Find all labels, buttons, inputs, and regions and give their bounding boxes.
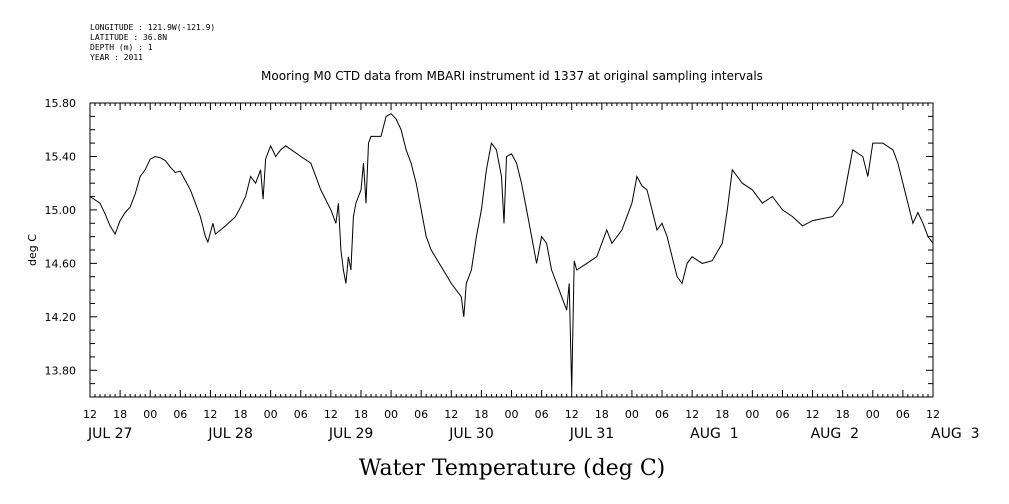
x-hour-label: 12 xyxy=(685,408,699,421)
y-tick-label: 15.00 xyxy=(45,204,77,217)
x-hour-label: 18 xyxy=(113,408,127,421)
x-hour-label: 12 xyxy=(203,408,217,421)
x-hour-label: 06 xyxy=(173,408,187,421)
x-date-label: JUL 31 xyxy=(569,426,614,442)
y-tick-label: 13.80 xyxy=(45,364,77,377)
x-hour-label: 18 xyxy=(715,408,729,421)
y-tick-label: 15.80 xyxy=(45,97,77,110)
x-hour-label: 06 xyxy=(775,408,789,421)
latitude-label: LATITUDE : 36.8N xyxy=(90,33,167,42)
depth-label: DEPTH (m) : 1 xyxy=(90,43,153,52)
x-hour-label: 00 xyxy=(745,408,759,421)
x-hour-label: 12 xyxy=(806,408,820,421)
y-axis-label: deg C xyxy=(26,234,39,266)
x-hour-label: 06 xyxy=(294,408,308,421)
metadata-block: LONGITUDE : 121.9W(-121.9) LATITUDE : 36… xyxy=(90,23,215,62)
x-hour-label: 00 xyxy=(625,408,639,421)
x-date-label: JUL 29 xyxy=(328,426,373,442)
x-hour-label: 00 xyxy=(384,408,398,421)
y-tick-label: 15.40 xyxy=(45,150,77,163)
year-label: YEAR : 2011 xyxy=(90,53,143,62)
x-hour-label: 18 xyxy=(595,408,609,421)
x-hour-label: 12 xyxy=(926,408,940,421)
x-hour-label: 12 xyxy=(444,408,458,421)
longitude-label: LONGITUDE : 121.9W(-121.9) xyxy=(90,23,215,32)
x-axis-label: Water Temperature (deg C) xyxy=(359,456,666,481)
x-date-label: AUG 1 xyxy=(690,426,738,442)
x-hour-label: 00 xyxy=(505,408,519,421)
x-hour-label: 12 xyxy=(324,408,338,421)
x-date-label: JUL 27 xyxy=(87,426,132,442)
x-hour-label: 12 xyxy=(83,408,97,421)
x-tick-labels: 12 18 00 06 12 18 00 06 12 18 00 06 12 18 00 06 12 18 00 06… xyxy=(83,408,979,442)
temperature-line xyxy=(89,113,934,391)
x-hour-label: 06 xyxy=(896,408,910,421)
x-hour-label: 12 xyxy=(565,408,579,421)
y-tick-label: 14.20 xyxy=(45,311,77,324)
x-date-label: JUL 28 xyxy=(207,426,252,442)
y-tick-labels: 15.80 15.40 15.00 14.60 14.20 13.80 xyxy=(45,97,77,377)
x-hour-label: 18 xyxy=(234,408,248,421)
plot-frame xyxy=(89,102,934,398)
x-hour-label: 00 xyxy=(143,408,157,421)
x-hour-label: 06 xyxy=(414,408,428,421)
x-hour-label: 06 xyxy=(655,408,669,421)
tick-marks xyxy=(89,102,934,398)
x-hour-label: 00 xyxy=(866,408,880,421)
x-hour-label: 06 xyxy=(535,408,549,421)
chart-title: Mooring M0 CTD data from MBARI instrumen… xyxy=(261,69,763,83)
x-date-label: AUG 3 xyxy=(931,426,979,442)
x-hour-label: 18 xyxy=(354,408,368,421)
x-date-label: JUL 30 xyxy=(448,426,493,442)
x-date-label: AUG 2 xyxy=(811,426,859,442)
y-tick-label: 14.60 xyxy=(45,257,77,270)
x-hour-label: 18 xyxy=(474,408,488,421)
x-hour-label: 18 xyxy=(836,408,850,421)
x-hour-label: 00 xyxy=(264,408,278,421)
